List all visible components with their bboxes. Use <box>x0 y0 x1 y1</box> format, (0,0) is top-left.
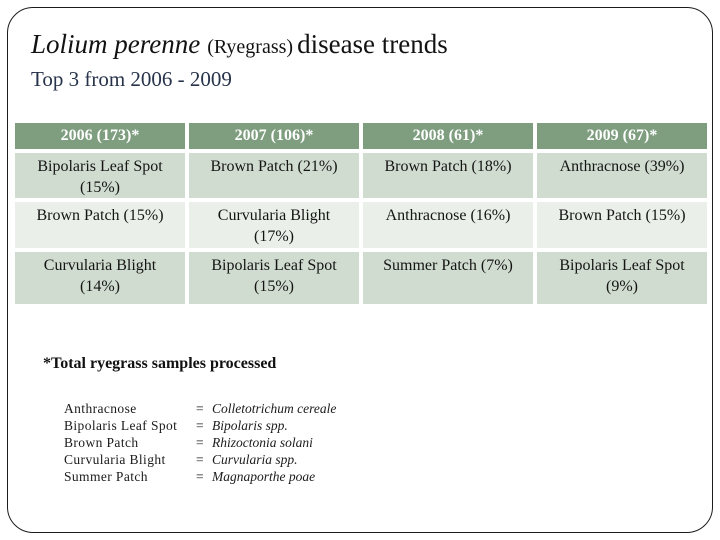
title-block: Lolium perenne (Ryegrass) disease trends T… <box>31 28 448 93</box>
table-cell: Summer Patch (7%) <box>363 252 533 304</box>
disease-legend: Anthracnose = Colletotrichum cereale Bip… <box>64 400 336 485</box>
table-cell: Brown Patch (21%) <box>189 153 359 198</box>
legend-equals: = <box>196 452 204 467</box>
legend-item: Summer Patch = Magnaporthe poae <box>64 468 336 485</box>
legend-item: Bipolaris Leaf Spot = Bipolaris spp. <box>64 417 336 434</box>
table-cell: Brown Patch (15%) <box>537 202 707 248</box>
table-cell: Anthracnose (39%) <box>537 153 707 198</box>
page-title: Lolium perenne (Ryegrass) disease trends <box>31 28 448 63</box>
legend-item: Brown Patch = Rhizoctonia solani <box>64 434 336 451</box>
table-row: Curvularia Blight (14%) Bipolaris Leaf S… <box>15 252 707 304</box>
legend-scientific-name: Bipolaris spp. <box>212 418 288 433</box>
table-cell: Anthracnose (16%) <box>363 202 533 248</box>
legend-common-name: Summer Patch <box>64 469 148 484</box>
legend-scientific-name: Colletotrichum cereale <box>212 401 337 416</box>
year-header-2008: 2008 (61)* <box>363 123 533 149</box>
title-rest: disease trends <box>297 29 448 59</box>
year-header-2007: 2007 (106)* <box>189 123 359 149</box>
legend-item: Curvularia Blight = Curvularia spp. <box>64 451 336 468</box>
year-header-2009: 2009 (67)* <box>537 123 707 149</box>
samples-footnote: *Total ryegrass samples processed <box>43 355 277 372</box>
legend-equals: = <box>196 469 204 484</box>
table-cell: Brown Patch (15%) <box>15 202 185 248</box>
legend-common-name: Anthracnose <box>64 401 137 416</box>
title-common-name: (Ryegrass) <box>207 36 294 58</box>
table-cell: Bipolaris Leaf Spot (15%) <box>15 153 185 198</box>
page-subtitle: Top 3 from 2006 - 2009 <box>31 67 232 91</box>
legend-scientific-name: Curvularia spp. <box>212 452 298 467</box>
table-cell: Curvularia Blight (17%) <box>189 202 359 248</box>
table-cell: Curvularia Blight (14%) <box>15 252 185 304</box>
legend-common-name: Brown Patch <box>64 435 139 450</box>
table-row: Brown Patch (15%) Curvularia Blight (17%… <box>15 202 707 248</box>
legend-equals: = <box>196 418 204 433</box>
legend-common-name: Bipolaris Leaf Spot <box>64 418 178 433</box>
legend-scientific-name: Rhizoctonia solani <box>212 435 313 450</box>
legend-equals: = <box>196 435 204 450</box>
legend-equals: = <box>196 401 204 416</box>
legend-item: Anthracnose = Colletotrichum cereale <box>64 400 336 417</box>
year-header-2006: 2006 (173)* <box>15 123 185 149</box>
table-row: Bipolaris Leaf Spot (15%) Brown Patch (2… <box>15 153 707 198</box>
legend-scientific-name: Magnaporthe poae <box>212 469 316 484</box>
table-cell: Bipolaris Leaf Spot (9%) <box>537 252 707 304</box>
table-cell: Brown Patch (18%) <box>363 153 533 198</box>
slide-frame: Lolium perenne (Ryegrass) disease trends T… <box>7 7 713 533</box>
title-latin-name: Lolium perenne <box>31 29 201 59</box>
table-header-row: 2006 (173)* 2007 (106)* 2008 (61)* 2009 … <box>15 123 707 149</box>
disease-trends-table: 2006 (173)* 2007 (106)* 2008 (61)* 2009 … <box>11 119 711 308</box>
table-cell: Bipolaris Leaf Spot (15%) <box>189 252 359 304</box>
legend-common-name: Curvularia Blight <box>64 452 166 467</box>
